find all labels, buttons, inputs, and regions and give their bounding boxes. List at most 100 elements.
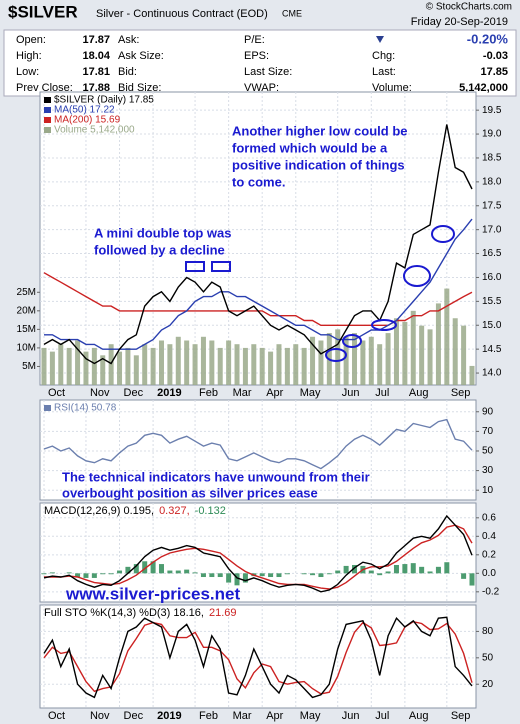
annotation: A mini double top was	[94, 225, 231, 240]
bar	[276, 344, 282, 385]
bar	[66, 572, 72, 574]
bar	[301, 347, 307, 385]
bar	[184, 340, 190, 385]
bar	[410, 563, 416, 574]
field-label: Bid Size:	[118, 82, 161, 94]
y2-tick-label: 15M	[17, 324, 36, 335]
bar	[49, 351, 55, 385]
low-marker	[431, 225, 455, 243]
bar	[117, 570, 123, 574]
bar	[167, 570, 173, 574]
x-tick-label: Apr	[266, 387, 283, 399]
bar	[469, 365, 475, 385]
bar	[310, 336, 316, 385]
field-label: Chg:	[372, 50, 395, 62]
legend-label: RSI(14) 50.78	[54, 403, 117, 414]
x-tick-label: Sep	[451, 710, 471, 722]
bar	[41, 573, 47, 575]
bar	[217, 573, 223, 578]
x-tick-label: Nov	[90, 387, 110, 399]
bar	[410, 310, 416, 385]
bar	[301, 573, 307, 575]
bar	[343, 565, 349, 574]
legend-swatch	[44, 405, 51, 411]
bar	[133, 355, 139, 385]
y2-tick-label: 25M	[17, 287, 36, 298]
bar	[284, 573, 290, 575]
bar	[58, 344, 64, 385]
bar	[402, 321, 408, 385]
x-tick-label: Dec	[124, 710, 144, 722]
bar	[360, 340, 366, 385]
x-tick-label: Jul	[375, 387, 389, 399]
bar	[242, 573, 248, 583]
series-line	[43, 620, 473, 695]
bar	[385, 571, 391, 574]
bar	[91, 347, 97, 385]
y-tick-label: 15.0	[482, 320, 502, 331]
date: Friday 20-Sep-2019	[411, 16, 508, 28]
y-tick-label: 18.0	[482, 177, 502, 188]
bar	[326, 573, 332, 575]
bar	[200, 573, 206, 578]
bar	[226, 340, 232, 385]
field-label: Last Size:	[244, 66, 292, 78]
legend-label: Volume 5,142,000	[54, 125, 135, 136]
bar	[133, 564, 139, 574]
legend-label: 21.69	[209, 607, 237, 619]
bar	[100, 355, 106, 385]
bar	[242, 347, 248, 385]
x-tick-label: Jul	[375, 710, 389, 722]
legend-label: MA(200) 15.69	[54, 115, 121, 126]
bar	[142, 344, 148, 385]
bar	[108, 344, 114, 385]
bar	[444, 288, 450, 385]
bar	[192, 344, 198, 385]
field-value: 18.04	[82, 50, 110, 62]
annotation: Another higher low could be	[232, 123, 408, 138]
y-tick-label: 14.0	[482, 368, 502, 379]
bar	[352, 333, 358, 385]
x-tick-label: Mar	[233, 387, 252, 399]
field-value: 17.87	[82, 34, 110, 46]
y-tick-label: 20	[482, 679, 494, 690]
bar	[461, 325, 467, 385]
x-tick-label: May	[300, 387, 321, 399]
quote-box	[3, 29, 517, 97]
bar	[368, 570, 374, 574]
field-label: VWAP:	[244, 82, 279, 94]
bar	[83, 351, 89, 385]
bar	[41, 347, 47, 385]
y-tick-label: 30	[482, 465, 494, 476]
x-tick-label: Aug	[409, 387, 429, 399]
annotation: positive indication of things	[232, 157, 405, 172]
y-tick-label: -0.2	[482, 586, 500, 597]
bar	[259, 347, 265, 385]
field-label: Prev Close:	[16, 82, 73, 94]
x-tick-label: Mar	[233, 710, 252, 722]
bar	[150, 347, 156, 385]
legend-swatch	[44, 117, 51, 123]
bar	[167, 344, 173, 385]
bar	[209, 573, 215, 578]
bar	[175, 570, 181, 574]
x-tick-label: May	[300, 710, 321, 722]
legend-swatch	[44, 127, 51, 133]
bar	[352, 564, 358, 574]
bar	[259, 573, 265, 577]
bar	[209, 340, 215, 385]
x-tick-label: 2019	[157, 387, 181, 399]
bar	[125, 347, 131, 385]
field-label: Bid:	[118, 66, 137, 78]
x-tick-label: Jun	[342, 387, 360, 399]
annotation: overbought position as silver prices eas…	[62, 485, 318, 500]
exchange: CME	[282, 8, 302, 18]
bar	[234, 573, 240, 586]
series-line	[44, 218, 473, 350]
panel	[39, 502, 477, 603]
bar	[318, 340, 324, 385]
field-label: Ask:	[118, 34, 139, 46]
y-tick-label: 17.5	[482, 200, 502, 211]
bar	[310, 573, 316, 576]
bar	[419, 325, 425, 385]
